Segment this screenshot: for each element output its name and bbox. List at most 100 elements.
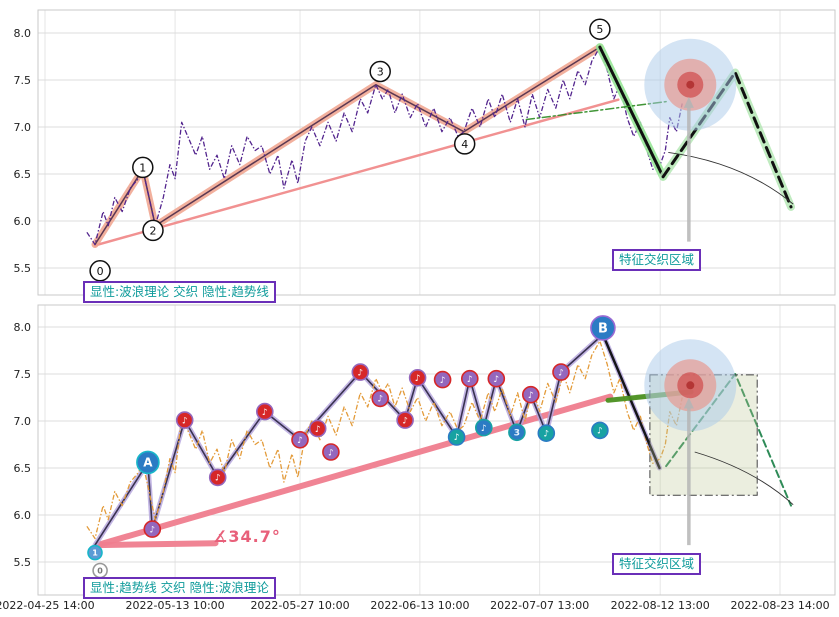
- marker-glyph: 1: [92, 549, 98, 558]
- pivot-marker: [508, 423, 526, 442]
- marker-glyph: ♪: [454, 433, 460, 443]
- marker-glyph: ♪: [493, 375, 499, 385]
- trend-line: [93, 98, 620, 247]
- pivot-marker: [537, 424, 556, 443]
- pivot-marker: [447, 428, 466, 446]
- pivot-marker: [208, 468, 227, 487]
- target-bullseye-ring: [686, 381, 695, 390]
- marker-glyph: ♪: [558, 368, 564, 378]
- y-tick-label: 6.5: [14, 168, 32, 181]
- wave-number-circle: [142, 219, 164, 242]
- x-tick-label: 2022-08-23 14:00: [730, 599, 829, 612]
- marker-glyph: ♪: [543, 430, 549, 440]
- x-tick-label: 2022-05-27 10:00: [250, 599, 349, 612]
- price-line: [86, 46, 683, 246]
- panel-trend-explicit: 8.0 7.5 7.0 6.5 6.0 5.5 ♪ ♪ ♪ ♪ ♪ ♪ ♪ ♪ ♪ ♪ ♪ ♪ ♪ ♪ ♪ ♪ 3 ♪ ♪ ♪ ♪ 1…: [14, 304, 836, 596]
- marker-glyph: ♪: [297, 436, 303, 446]
- pivot-marker: [396, 411, 414, 429]
- pivot-marker: [308, 419, 327, 438]
- marker-glyph: ♪: [328, 448, 334, 458]
- price-line: [86, 340, 683, 540]
- pivot-marker: [460, 369, 479, 388]
- y-tick-label: 8.0: [14, 321, 32, 334]
- legend-top-panel: 显性:波浪理论 交织 隐性:趋势线: [83, 281, 276, 303]
- target-bullseye-ring: [686, 80, 695, 89]
- trend-horizontal: [94, 540, 219, 549]
- y-tick-label: 5.5: [14, 556, 32, 569]
- marker-B: [590, 315, 616, 341]
- y-tick-label: 6.0: [14, 509, 32, 522]
- marker-glyph: ♪: [597, 427, 603, 437]
- y-tick-label: 6.5: [14, 462, 32, 475]
- wave-number-label: 5: [596, 23, 603, 36]
- wave-number-circle: [589, 18, 611, 40]
- pivot-marker: [552, 363, 570, 381]
- wave-number-label: 2: [150, 224, 157, 237]
- pointer-arrow-head-icon: [683, 96, 694, 108]
- marker-glyph: 3: [514, 429, 520, 439]
- legend-bottom-panel: 显性:趋势线 交织 隐性:波浪理论: [83, 577, 276, 599]
- wave-number-label: 4: [461, 138, 468, 151]
- y-tick-label: 7.0: [14, 415, 32, 428]
- marker-glyph: ♪: [377, 395, 383, 405]
- marker-glyph: ♪: [182, 416, 188, 426]
- y-tick-label: 7.5: [14, 74, 32, 87]
- wave-number-circle: [369, 60, 391, 83]
- wave-number-label: 1: [139, 161, 146, 174]
- pivot-marker: [521, 385, 540, 404]
- y-tick-label: 5.5: [14, 262, 32, 275]
- y-tick-label: 7.5: [14, 368, 32, 381]
- marker-glyph: ♪: [315, 425, 321, 435]
- angle-annotation: ∡34.7°: [213, 527, 281, 546]
- pivot-marker: [591, 421, 609, 440]
- marker-glyph: ♪: [215, 474, 221, 484]
- pivot-marker: [433, 370, 452, 389]
- marker-glyph: ♪: [262, 408, 268, 418]
- marker-glyph: 0: [97, 566, 103, 575]
- marker-glyph: ♪: [481, 424, 487, 434]
- panel-wave-explicit: 8.0 7.5 7.0 6.5 6.0 5.5 0 1 2 3 4 5: [14, 9, 836, 296]
- marker-glyph: ♪: [149, 525, 155, 535]
- annotation-curve: [668, 151, 794, 205]
- wave-number-circle: [89, 260, 111, 282]
- marker-glyph: ♪: [440, 376, 446, 386]
- x-tick-label: 2022-05-13 10:00: [126, 599, 225, 612]
- y-tick-label: 8.0: [14, 27, 32, 40]
- forecast-dashdot: [525, 100, 667, 121]
- y-tick-label: 7.0: [14, 121, 32, 134]
- panel-border: [37, 9, 836, 296]
- pivot-marker: [408, 368, 427, 387]
- region-label-bottom: 特征交织区域: [612, 553, 702, 575]
- impulse-halo: [91, 43, 604, 248]
- wave-number-circle: [132, 156, 154, 179]
- pivot-marker: [175, 411, 194, 429]
- marker-glyph: ♪: [415, 374, 421, 384]
- marker-A: [136, 450, 160, 475]
- pivot-marker: [351, 363, 370, 381]
- wave-number-label: 0: [97, 265, 104, 278]
- pivot-marker: [474, 418, 493, 437]
- x-tick-label: 2022-08-12 13:00: [611, 599, 710, 612]
- wave-number-circle: [453, 133, 476, 155]
- pivot-marker: [255, 402, 274, 421]
- pivot-marker: [291, 430, 309, 449]
- post-wave-line: [598, 45, 665, 179]
- pivot-marker: [371, 389, 390, 408]
- pivot-marker: [322, 443, 340, 461]
- pointer-arrow-head-icon: [683, 397, 694, 409]
- marker-glyph: ♪: [528, 391, 534, 401]
- marker-glyph: A: [143, 456, 153, 470]
- marker-glyph: ♪: [402, 416, 408, 426]
- pivot-marker: [487, 369, 506, 388]
- annotation-curve: [694, 451, 794, 506]
- wave-core: [94, 333, 661, 546]
- x-tick-label: 2022-06-13 10:00: [370, 599, 469, 612]
- region-label-top: 特征交织区域: [612, 249, 702, 271]
- marker-1: [87, 544, 103, 561]
- pivot-marker: [143, 520, 162, 538]
- panel-border: [37, 304, 836, 596]
- marker-glyph: ♪: [467, 375, 473, 385]
- x-tick-label: 2022-07-07 13:00: [490, 599, 589, 612]
